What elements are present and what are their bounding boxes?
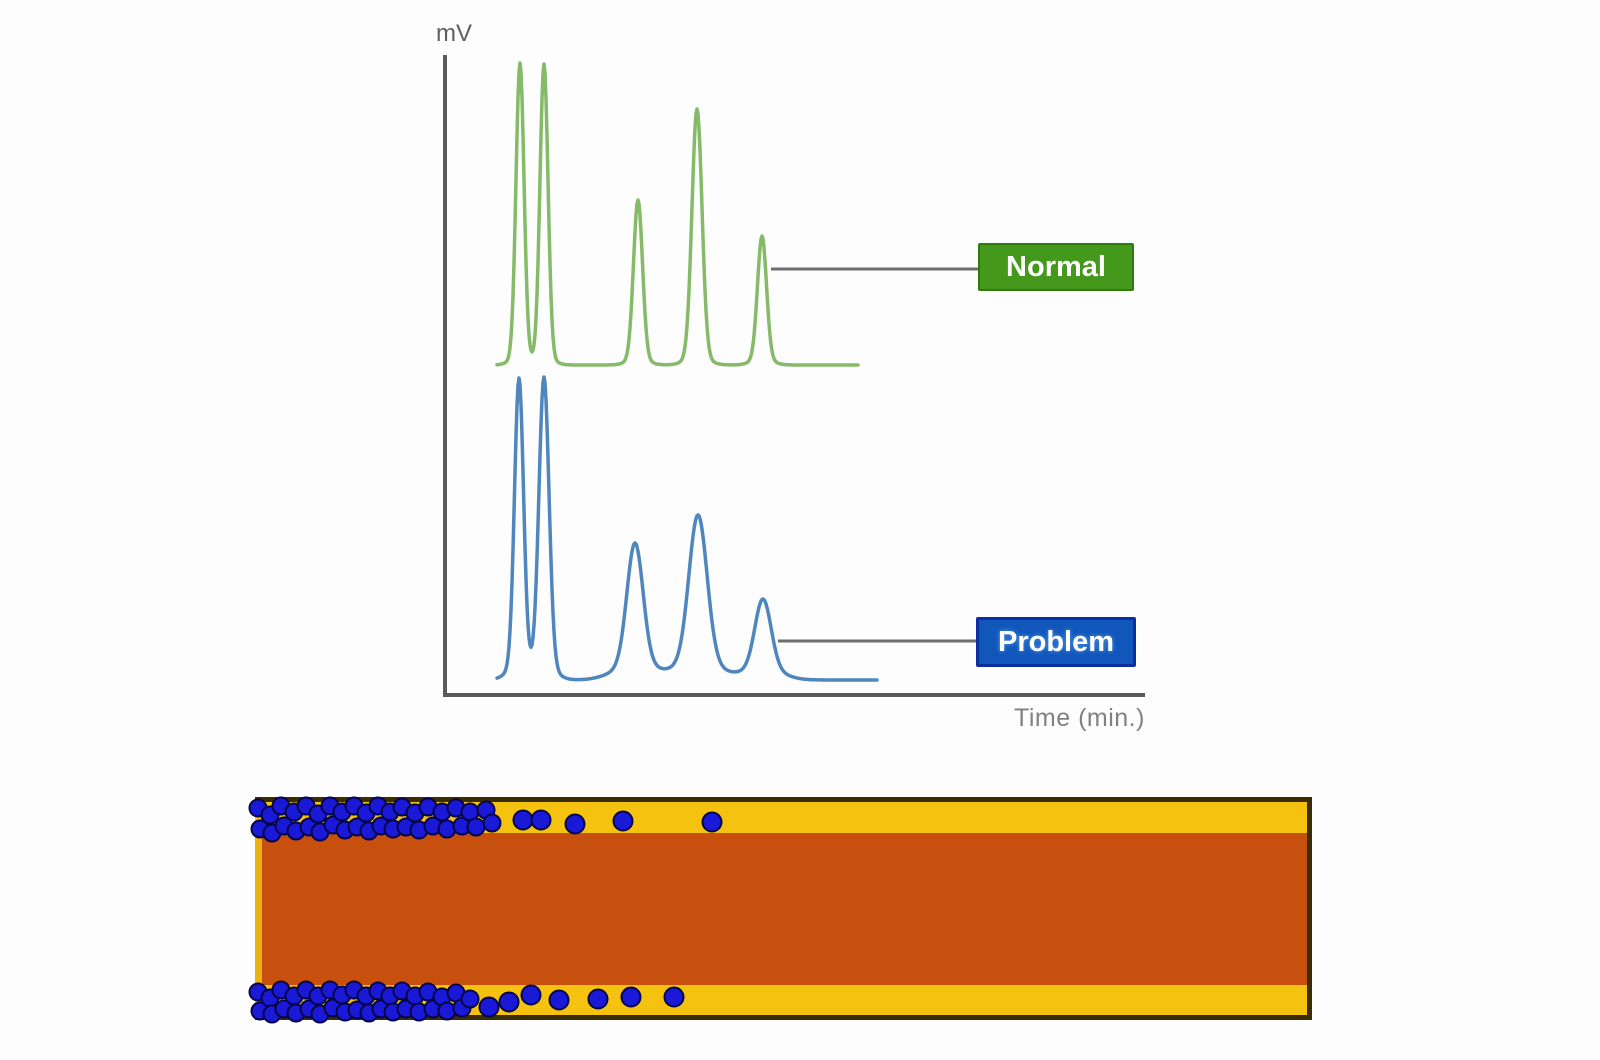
tube-right-border [1307, 797, 1312, 1020]
particle-dot [498, 991, 520, 1013]
normal-badge: Normal [978, 243, 1134, 291]
particle-dot [564, 813, 586, 835]
tube-core [255, 833, 1312, 985]
particle-dot [548, 989, 570, 1011]
x-axis-label: Time (min.) [1014, 704, 1145, 732]
normal-badge-label: Normal [1006, 250, 1106, 283]
particle-dot [460, 989, 480, 1009]
particle-dot [612, 810, 634, 832]
particle-dot [663, 986, 685, 1008]
tube-top-border [255, 797, 1312, 802]
particle-dot [466, 817, 486, 837]
particle-dot [437, 819, 457, 839]
particle-dot [520, 984, 542, 1006]
particle-dot [530, 809, 552, 831]
trace-problem [495, 375, 879, 682]
column-tube [255, 797, 1312, 1020]
y-axis-label: mV [436, 20, 472, 47]
problem-badge-label: Problem [997, 625, 1115, 658]
trace-normal [495, 61, 860, 367]
particle-dot [620, 986, 642, 1008]
tube-bottom-border [255, 1015, 1312, 1020]
particle-dot [478, 996, 500, 1018]
problem-badge: Problem [976, 617, 1136, 667]
particle-dot [587, 988, 609, 1010]
tube-left-wall-sliver [255, 833, 262, 985]
particle-dot [512, 809, 534, 831]
particle-dot [701, 811, 723, 833]
particle-dot [437, 1001, 457, 1021]
particle-dot [482, 813, 502, 833]
